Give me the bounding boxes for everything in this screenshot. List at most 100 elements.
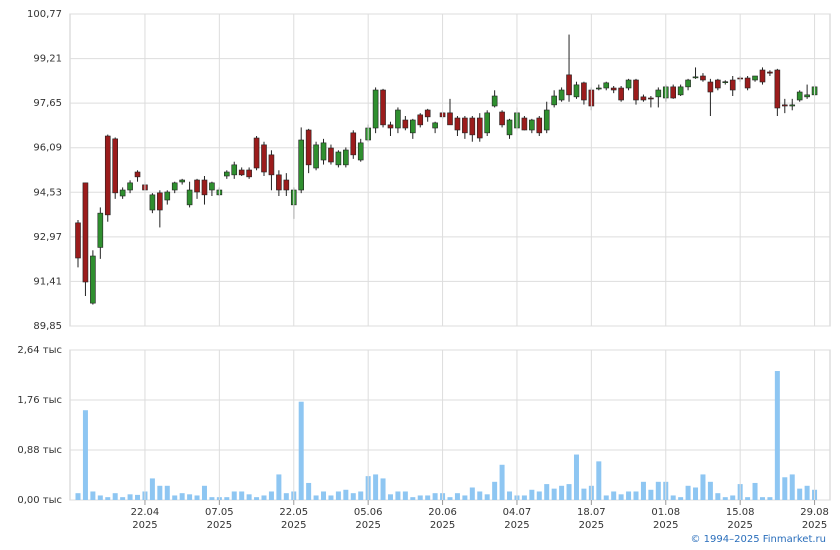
x-tick-label: 18.07 2025 [577,507,606,531]
x-tick-label: 20.06 2025 [428,507,457,531]
candle-body [246,169,252,178]
volume-bar [648,489,654,500]
candle-body [97,212,104,248]
volume-bar [179,493,185,500]
volume-bar [611,491,617,500]
volume-bar [804,485,810,500]
volume-bar [693,487,699,500]
volume-bar [626,491,632,500]
volume-bar [402,491,408,500]
candle-body [484,112,491,134]
volume-bar [722,497,728,500]
candle-body [276,174,282,191]
y-tick-label: 91,41 [33,276,62,287]
volume-bar [566,484,572,500]
volume-bar [797,488,803,500]
candle-body [157,192,163,211]
volume-bar [596,461,602,500]
candle-body [283,179,290,191]
candle-body [119,189,126,197]
x-tick-label: 07.05 2025 [205,507,234,531]
candle-body [625,79,632,89]
candle-body [715,79,721,89]
candle-body [350,132,357,156]
volume-bar [745,497,751,500]
candle-body [305,129,312,166]
candle-body [476,117,483,139]
volume-bar [254,497,260,500]
candle-body [610,87,617,91]
volume-bar [700,474,706,500]
candle-body [655,89,662,98]
candle-body [789,104,796,107]
volume-bar [752,482,758,500]
candle-body [201,179,208,196]
candle-body [648,97,654,100]
candle-body [618,87,624,101]
candle-body [395,109,401,129]
x-tick-label: 22.04 2025 [130,507,160,531]
y-tick-label: 99,21 [33,54,62,65]
volume-bar [678,497,684,500]
volume-bar [782,477,788,500]
candle-body [82,182,89,283]
volume-bar [759,497,765,500]
candle-body [722,81,729,84]
candle-body [372,89,379,129]
candle-body [462,117,468,134]
candle-body [112,138,118,194]
footer-link[interactable]: © 1994–2025 Finmarket.ru [690,534,826,545]
candle-body [491,95,498,107]
candle-body [357,142,364,161]
volume-bar [105,497,111,500]
volume-bar [313,495,319,500]
candle-body [343,149,349,166]
candle-body [454,117,461,131]
volume-bar [209,497,215,500]
candle-body [194,179,200,193]
candle-body [231,164,238,176]
volume-bar [536,491,542,500]
candle-body [595,87,602,90]
volume-bar [335,491,341,500]
candle-body [298,139,305,191]
volume-bar [484,494,490,500]
volume-bar [730,495,736,500]
volume-bar [544,484,550,500]
volume-bar [477,491,483,500]
candle-body [529,119,535,131]
candle-body [335,151,342,166]
volume-bar [283,493,289,500]
candle-body [261,144,267,173]
candle-body [424,109,431,118]
candle-body [558,89,565,101]
volume-bar [343,489,349,500]
volume-bar [75,493,81,500]
candle-body [767,71,773,74]
volume-bar [715,493,721,500]
volume-bar [462,495,468,500]
candle-body [670,86,677,99]
volume-bar [97,495,103,500]
candle-body [566,74,572,96]
volume-bar [127,494,133,500]
y-tick-label: 92,97 [33,232,62,243]
y-tick-label: 2,64 тыс [17,345,62,356]
candle-body [127,182,133,191]
volume-bar [268,491,274,500]
volume-bar [425,495,431,500]
volume-bar [655,481,661,500]
candle-body [759,69,766,83]
volume-bar [172,495,178,500]
candle-body [551,95,557,106]
volume-bar [492,481,498,500]
volume-bar [789,474,795,500]
candle-body [90,255,96,304]
volume-bar [164,485,170,500]
volume-bar [328,495,334,500]
volume-bar [670,495,676,500]
x-tick-label: 01.08 2025 [651,507,681,531]
candle-body [387,124,394,129]
